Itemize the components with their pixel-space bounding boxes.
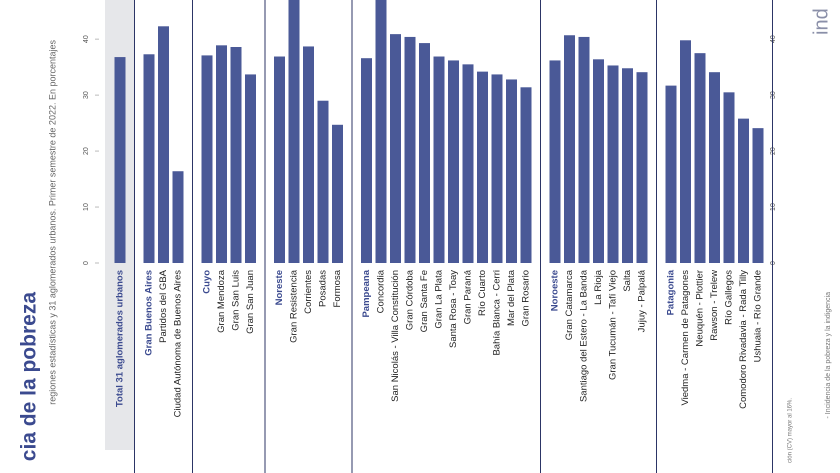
group-label: Cuyo: [202, 270, 213, 294]
logo: ind: [810, 8, 832, 35]
category-label: Comodoro Rivadavia - Rada Tilly: [738, 270, 749, 409]
bar: [622, 68, 633, 263]
category-label: Santa Rosa - Toay: [448, 270, 459, 348]
y-tick-label: 20: [83, 147, 90, 155]
category-label: Salta: [622, 269, 633, 291]
bar: [317, 100, 329, 263]
category-label: Mar del Plata: [506, 269, 517, 326]
bar: [564, 35, 575, 264]
bar: [491, 74, 503, 263]
bar: [520, 87, 532, 264]
category-label: La Rioja: [593, 269, 604, 305]
category-label: Rawson - Trelew: [709, 270, 720, 341]
bar: [201, 55, 213, 263]
bar: [694, 53, 706, 263]
group-label: Patagonia: [666, 269, 677, 315]
bar: [723, 92, 735, 263]
bar: [361, 58, 372, 264]
category-label: Gran Paraná: [463, 269, 474, 324]
y-tick-label: 30: [83, 91, 90, 99]
category-label: Gran Rosario: [521, 270, 532, 327]
source: - Incidencia de la pobreza y la indigenc…: [825, 292, 832, 419]
bar: [230, 47, 242, 263]
category-label: Gran Tucumán - Tafí Viejo: [608, 270, 619, 380]
group-label: Total 31 aglomerados urbanos: [115, 270, 126, 407]
category-label: Gran Mendoza: [216, 269, 227, 333]
bar: [506, 79, 517, 264]
category-label: Santiago del Estero - La Banda: [579, 269, 590, 402]
bar: [114, 57, 126, 263]
bar: [216, 45, 227, 263]
group-label: Noreste: [274, 270, 285, 305]
category-label: Gran Catamarca: [564, 269, 575, 340]
y-tick-label: 40: [770, 35, 777, 43]
y-tick-label: 20: [770, 147, 777, 155]
category-label: Ciudad Autónoma de Buenos Aires: [173, 270, 184, 418]
bar: [288, 0, 300, 263]
bar: [578, 36, 590, 263]
category-label: Corrientes: [303, 270, 314, 314]
category-label: Neuquén - Plottier: [695, 270, 706, 347]
category-label: Gran Santa Fe: [419, 270, 430, 332]
category-label: Partidos del GBA: [158, 269, 169, 343]
bar: [375, 0, 387, 263]
category-label: Gran Resistencia: [289, 269, 300, 343]
category-label: Gran La Plata: [434, 269, 445, 328]
subtitle: regiones estadísticas y 31 aglomerados u…: [47, 40, 57, 405]
y-tick-label: 0: [83, 261, 90, 265]
bar: [332, 124, 343, 264]
category-label: Gran San Juan: [245, 270, 256, 334]
category-label: Gran Córdoba: [405, 269, 416, 330]
bar: [665, 85, 677, 263]
bar: [390, 34, 401, 264]
bar: [636, 72, 648, 263]
bar: [172, 171, 184, 263]
bar: [419, 43, 430, 263]
category-label: Jujuy - Palpalá: [637, 269, 648, 332]
category-label: Viedma - Carmen de Patagones: [680, 270, 691, 406]
bar: [404, 36, 416, 263]
category-label: Río Gallegos: [724, 270, 735, 325]
bar: [245, 74, 256, 263]
bar: [709, 72, 720, 263]
bar: [274, 56, 285, 263]
category-label: Concordia: [376, 269, 387, 313]
y-tick-label: 30: [770, 91, 777, 99]
category-label: Gran San Luis: [231, 270, 242, 331]
bar: [593, 59, 604, 263]
y-tick-label: 40: [83, 35, 90, 43]
category-label: San Nicolás - Villa Constitución: [390, 270, 401, 402]
bar: [680, 40, 691, 263]
group-label: Pampeana: [361, 269, 372, 317]
bar: [752, 128, 764, 263]
bar: [738, 118, 749, 263]
category-label: Posadas: [318, 270, 329, 307]
y-tick-label: 10: [770, 203, 777, 211]
chart-title: cia de la pobreza: [18, 292, 41, 462]
bar: [143, 54, 155, 264]
bar: [549, 60, 561, 263]
bar: [607, 65, 619, 263]
bar: [303, 46, 314, 264]
bar: [158, 26, 169, 263]
group-label: Noroeste: [550, 270, 561, 311]
note: ción (CV) mayor al 16%.: [788, 398, 794, 463]
bar: [433, 56, 445, 263]
category-label: Formosa: [332, 269, 343, 307]
y-tick-label: 10: [83, 203, 90, 211]
category-label: Ushuaia - Río Grande: [753, 270, 764, 362]
category-label: Bahía Blanca - Cerri: [492, 270, 503, 356]
y-tick-label: 0: [770, 261, 777, 265]
bar: [448, 60, 459, 263]
bar: [477, 71, 488, 263]
bar: [462, 64, 474, 263]
group-label: Gran Buenos Aires: [144, 270, 155, 356]
category-label: Río Cuarto: [477, 270, 488, 316]
